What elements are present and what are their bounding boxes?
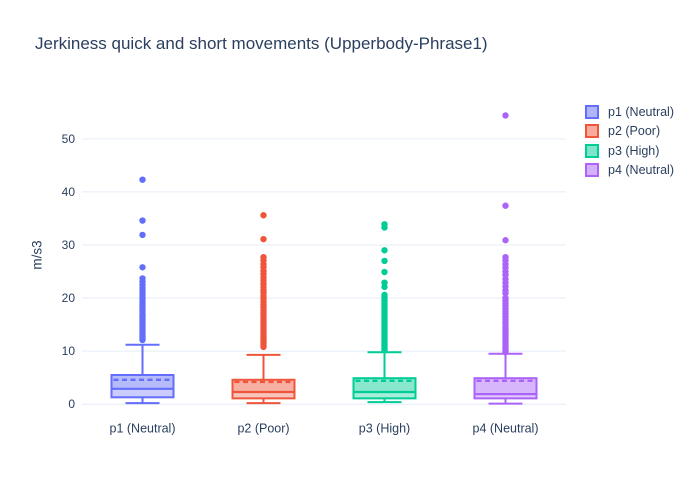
outlier-point [502,237,509,244]
box-group-3[interactable] [352,221,417,404]
legend-item-p1[interactable]: p1 (Neutral) [585,104,674,119]
outlier-point [139,336,146,344]
legend-item-p3[interactable]: p3 (High) [585,143,674,158]
x-tick-label: p1 (Neutral) [110,422,176,436]
box-upper-band [112,376,173,389]
outlier-point [139,217,146,224]
y-tick-label: 50 [62,132,76,146]
outlier-point [139,264,146,271]
y-tick-label: 0 [68,397,75,411]
outlier-point [139,176,146,183]
outlier-point [502,348,509,356]
box-group-2[interactable] [231,212,296,405]
box-upper-band [475,379,536,395]
y-tick-label: 20 [62,291,76,305]
gridlines: 0 10 20 30 40 50 [62,132,566,411]
outlier-point [502,112,509,119]
box-body [352,377,417,400]
box-body [231,378,296,400]
legend-item-p2[interactable]: p2 (Poor) [585,124,674,138]
box-group-1[interactable] [110,176,175,405]
x-tick-label: p4 (Neutral) [473,422,539,436]
box-group-4[interactable] [473,112,538,405]
outlier-point [381,224,388,231]
legend-label: p1 (Neutral) [608,104,674,119]
outlier-point [381,283,388,291]
y-tick-label: 10 [62,344,76,358]
legend: p1 (Neutral) p2 (Poor) p3 (High) p4 (Neu… [585,104,674,177]
outlier-point [260,212,267,219]
legend-label: p4 (Neutral) [608,163,674,177]
outlier-point [381,257,388,265]
x-tick-label: p2 (Poor) [237,422,289,436]
legend-swatch-p1 [585,104,599,119]
outlier-point [381,346,388,354]
outlier-point [139,231,146,239]
y-tick-label: 30 [62,238,76,252]
outlier-point [260,343,267,351]
legend-item-p4[interactable]: p4 (Neutral) [585,163,674,177]
legend-swatch-p2 [585,124,599,138]
y-tick-label: 40 [62,185,76,199]
legend-swatch-p4 [585,163,599,177]
outlier-point [381,247,388,254]
legend-swatch-p3 [585,143,599,158]
outlier-point [502,290,509,297]
legend-label: p3 (High) [608,143,660,158]
outlier-point [381,268,388,276]
outlier-point [260,235,267,243]
outlier-point [502,202,509,209]
legend-label: p2 (Poor) [608,124,661,138]
x-tick-label: p3 (High) [359,422,410,436]
chart-title: Jerkiness quick and short movements (Upp… [35,34,488,53]
box-upper-band [354,379,415,392]
box-upper-band [233,380,294,392]
